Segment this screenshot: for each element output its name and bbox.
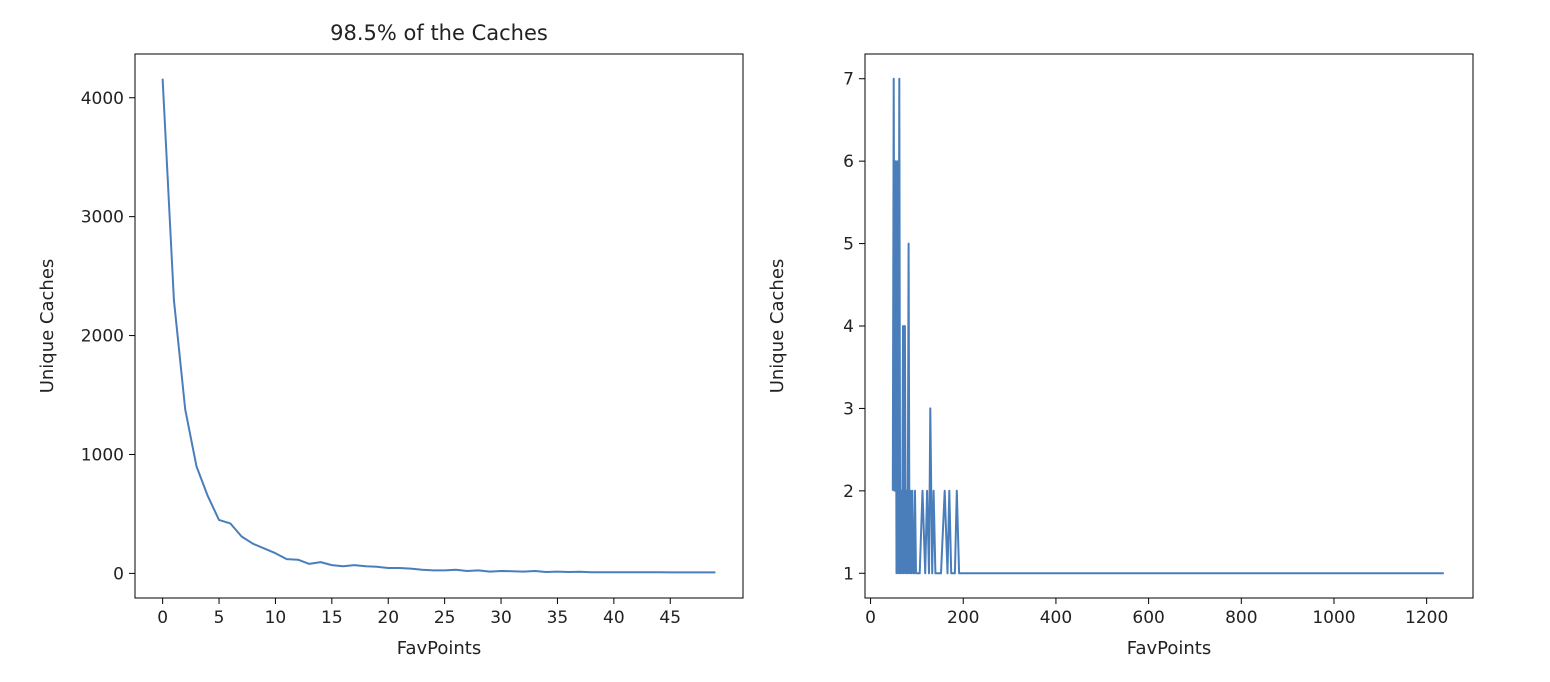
x-tick-label: 35 (547, 608, 569, 628)
y-tick-label: 3000 (81, 208, 124, 228)
x-tick-label: 1000 (1312, 608, 1355, 628)
x-axis-label: FavPoints (1127, 638, 1211, 659)
y-tick-label: 3 (843, 399, 854, 419)
plot-frame (134, 53, 744, 599)
y-axis-label: Unique Caches (37, 259, 58, 394)
y-tick-label: 7 (843, 70, 854, 90)
x-tick-label: 800 (1225, 608, 1257, 628)
x-tick-label: 5 (214, 608, 225, 628)
series-line (891, 77, 1444, 575)
y-tick-label: 6 (843, 152, 854, 172)
y-tick-label: 2000 (81, 327, 124, 347)
y-tick-label: 0 (113, 564, 124, 584)
x-tick-label: 10 (265, 608, 287, 628)
series-line (161, 78, 716, 574)
x-tick-label: 25 (434, 608, 456, 628)
x-tick-label: 45 (659, 608, 681, 628)
x-tick-label: 15 (321, 608, 343, 628)
x-tick-label: 20 (377, 608, 399, 628)
x-tick-label: 40 (603, 608, 625, 628)
y-tick-label: 4 (843, 317, 854, 337)
x-tick-label: 600 (1132, 608, 1164, 628)
x-tick-label: 400 (1040, 608, 1072, 628)
x-tick-label: 1200 (1405, 608, 1448, 628)
right-chart-panel: 0 200 400 600 800 1000 1200 1 2 3 4 5 6 7 FavPoints Uni… (767, 53, 1474, 659)
y-tick-label: 2 (843, 482, 854, 502)
x-axis-label: FavPoints (397, 638, 481, 659)
y-tick-label: 1000 (81, 445, 124, 465)
y-tick-label: 4000 (81, 89, 124, 109)
x-tick-label: 30 (490, 608, 512, 628)
x-tick-label: 200 (947, 608, 979, 628)
chart-title: 98.5% of the Caches (330, 21, 548, 45)
left-chart-panel: 98.5% of the Caches 0 5 10 15 20 25 30 35 40 45 0 10… (37, 21, 744, 659)
y-tick-label: 5 (843, 235, 854, 255)
y-axis-label: Unique Caches (767, 259, 788, 394)
y-tick-label: 1 (843, 564, 854, 584)
x-tick-label: 0 (865, 608, 876, 628)
x-tick-label: 0 (157, 608, 168, 628)
